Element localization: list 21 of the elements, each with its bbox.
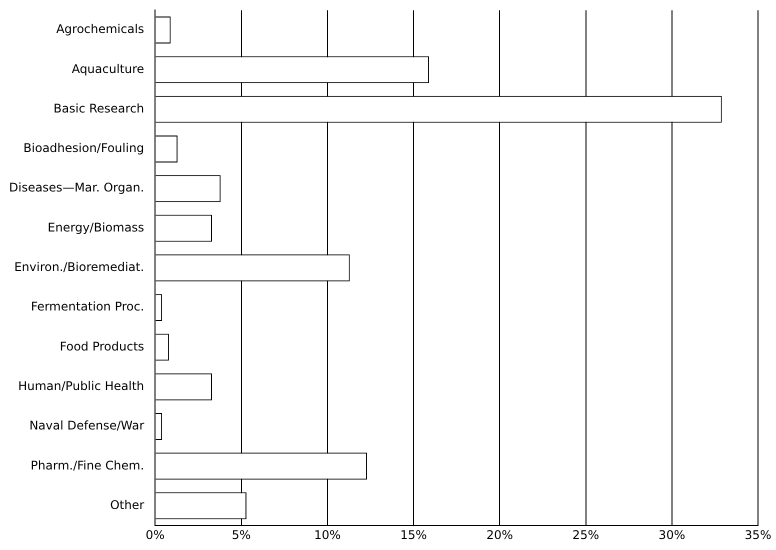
x-tick-label: 30% — [658, 528, 686, 542]
x-tick-label: 10% — [314, 528, 341, 542]
y-tick-label: Aquaculture — [72, 62, 144, 76]
y-tick-label: Food Products — [60, 339, 144, 354]
x-tick-label: 25% — [572, 528, 600, 542]
x-tick-label: 15% — [400, 528, 427, 542]
y-tick-label: Pharm./Fine Chem. — [30, 458, 144, 472]
y-tick-label: Naval Defense/War — [29, 418, 144, 433]
x-tick-label: 0% — [146, 528, 165, 542]
y-tick-label: Energy/Biomass — [48, 220, 144, 234]
y-tick-label: Basic Research — [54, 101, 144, 116]
y-tick-label: Environ./Bioremediat. — [14, 260, 144, 274]
x-tick-label: 20% — [486, 528, 513, 542]
x-tick-label: 35% — [744, 528, 772, 542]
x-tick-label: 5% — [232, 528, 251, 542]
y-tick-label: Fermentation Proc. — [30, 300, 144, 314]
y-tick-label: Bioadhesion/Fouling — [23, 141, 144, 156]
y-tick-label: Other — [110, 498, 144, 512]
y-tick-label: Human/Public Health — [18, 378, 144, 393]
y-tick-label: Diseases—Mar. Organ. — [8, 180, 144, 195]
y-tick-label: Agrochemicals — [56, 22, 144, 36]
